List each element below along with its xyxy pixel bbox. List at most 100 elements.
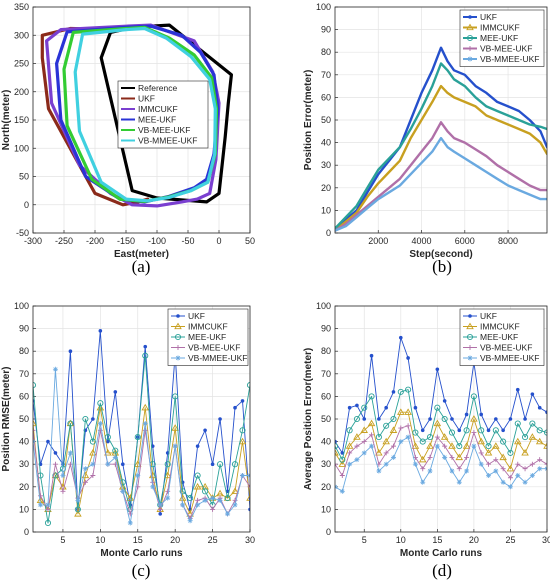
x-tick-label: 10	[95, 535, 105, 545]
series-line-vb-mee-ukf	[335, 425, 547, 479]
legend-label-mee-ukf: MEE-UKF	[480, 33, 518, 43]
data-point-mee-ukf	[339, 456, 346, 463]
data-point-ukf	[464, 412, 469, 417]
y-tick-label: 10	[19, 504, 29, 514]
data-point-mee-ukf	[239, 427, 246, 434]
y-tick-label: 30	[321, 459, 331, 469]
data-point-mee-ukf	[397, 388, 404, 395]
data-point-mee-ukf	[507, 449, 514, 456]
legend-marker-immcukf	[466, 23, 474, 31]
y-tick-label: 200	[14, 87, 29, 97]
data-point-vb-mee-ukf	[522, 466, 528, 472]
data-point-vb-mmee-ukf	[471, 443, 477, 449]
data-point-immcukf	[375, 448, 383, 456]
data-point-ukf	[523, 417, 527, 421]
data-point-ukf	[537, 405, 542, 410]
data-point-vb-mmee-ukf	[60, 473, 66, 478]
series-line-mee-ukf	[335, 389, 547, 461]
data-point-vb-mmee-ukf	[52, 366, 58, 372]
data-point-vb-mmee-ukf	[232, 502, 238, 508]
data-point-ukf	[384, 405, 388, 410]
data-point-immcukf	[335, 448, 339, 456]
data-point-ukf	[501, 428, 505, 433]
data-point-immcukf	[433, 419, 442, 427]
y-tick-label: 0	[326, 527, 331, 537]
legend-marker-mee-ukf	[466, 333, 474, 341]
y-tick-label: 40	[321, 437, 331, 447]
y-tick-label: 350	[14, 2, 29, 12]
data-point-vb-mmee-ukf	[376, 468, 382, 474]
plot-frame	[32, 305, 251, 533]
data-point-mee-ukf	[194, 472, 201, 479]
data-point-vb-mmee-ukf	[515, 473, 521, 478]
data-point-vb-mmee-ukf	[522, 479, 528, 485]
legend-label-immcukf: IMMCUKF	[188, 322, 228, 332]
y-tick-label: 20	[19, 482, 29, 492]
data-point-vb-mmee-ukf	[369, 443, 375, 449]
data-point-mee-ukf	[179, 488, 186, 495]
data-point-ukf	[113, 390, 118, 394]
y-tick-label: 80	[321, 47, 331, 57]
series-line-vb-mee-ukf	[335, 121, 547, 232]
data-point-mee-ukf	[383, 422, 390, 429]
legend-marker-vb-mee-ukf	[467, 46, 473, 51]
data-point-immcukf	[171, 424, 179, 431]
data-point-ukf	[369, 353, 374, 358]
y-tick-label: 50	[321, 115, 331, 125]
data-point-mee-ukf	[412, 429, 419, 436]
data-point-vb-mmee-ukf	[339, 488, 345, 494]
chart-1: 2000 4000 6000 8000 0 10 20 30 40 50 60 70 80 90 100 St…	[303, 2, 548, 276]
data-point-vb-mmee-ukf	[529, 473, 535, 478]
data-point-mee-ukf	[390, 415, 397, 423]
x-tick-label: 8000	[498, 236, 518, 246]
data-point-vb-mee-ukf	[471, 430, 477, 436]
data-point-vb-mee-ukf	[449, 454, 455, 460]
x-tick-label: 50	[245, 236, 255, 246]
data-point-vb-mee-ukf	[361, 439, 367, 445]
data-point-immcukf	[367, 419, 376, 427]
data-point-vb-mmee-ukf	[142, 421, 148, 427]
data-point-ukf	[98, 329, 103, 333]
data-point-mee-ukf	[463, 427, 470, 434]
y-tick-label: 50	[19, 414, 29, 424]
data-point-mee-ukf	[74, 506, 81, 513]
data-point-ukf	[335, 439, 337, 444]
data-point-immcukf	[389, 426, 398, 433]
data-point-ukf	[457, 428, 462, 433]
data-point-vb-mee-ukf	[52, 461, 58, 467]
data-point-vb-mee-ukf	[383, 450, 389, 456]
series-line-ukf	[335, 46, 547, 230]
data-point-immcukf	[426, 442, 434, 449]
series-line-immcukf	[335, 84, 547, 232]
data-point-vb-mmee-ukf	[90, 461, 96, 467]
data-point-vb-mee-ukf	[60, 488, 66, 494]
data-point-vb-mmee-ukf	[157, 502, 163, 508]
series-group	[335, 335, 547, 494]
data-point-vb-mmee-ukf	[427, 468, 433, 474]
legend-box	[167, 308, 249, 366]
data-point-vb-mmee-ukf	[82, 466, 88, 472]
series-line-vb-mee-ukf	[33, 429, 250, 519]
data-point-immcukf	[506, 464, 515, 472]
legend-label-ukf: UKF	[188, 311, 205, 321]
x-tick-label: 5	[362, 535, 367, 545]
data-point-ukf	[195, 444, 200, 448]
data-point-vb-mee-ukf	[210, 506, 216, 512]
data-point-mee-ukf	[142, 352, 149, 359]
legend-label-vb-mmee-ukf: VB-MMEE-UKF	[188, 353, 248, 363]
data-point-vb-mmee-ukf	[67, 450, 73, 456]
data-point-ukf	[420, 428, 425, 433]
y-tick-label: 20	[321, 482, 331, 492]
series-line-mee-ukf	[335, 62, 547, 230]
data-point-vb-mee-ukf	[420, 466, 426, 472]
y-axis-label: Average Position Error(meter)	[303, 348, 314, 490]
data-point-mee-ukf	[441, 415, 448, 423]
x-tick-label: -200	[86, 236, 104, 246]
y-tick-label: 100	[316, 2, 331, 12]
legend-box	[117, 80, 209, 149]
data-point-vb-mee-ukf	[90, 473, 96, 478]
data-point-mee-ukf	[543, 429, 547, 436]
x-tick-label: 20	[469, 535, 479, 545]
